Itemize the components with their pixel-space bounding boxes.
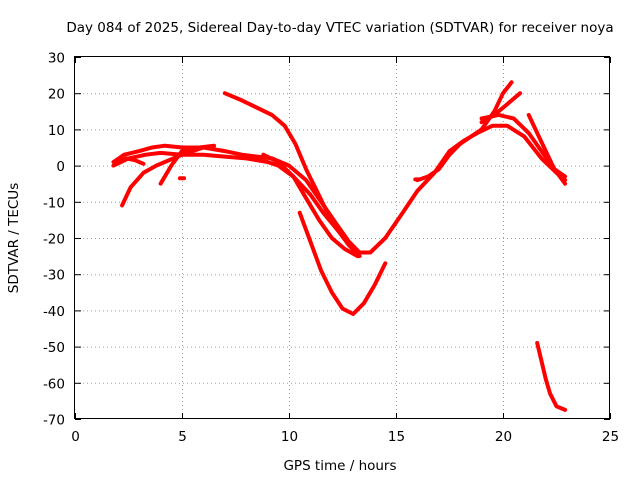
- y-tick-label: 30: [48, 51, 65, 67]
- x-tick-label: 25: [602, 429, 619, 445]
- plot-frame: [74, 56, 610, 419]
- series-track-2: [111, 150, 354, 248]
- series-track-4: [115, 156, 146, 166]
- y-tick-label: 10: [48, 123, 65, 139]
- y-tick-label: -10: [43, 195, 65, 211]
- x-axis-label: GPS time / hours: [283, 458, 396, 474]
- x-tick-label: 10: [281, 429, 298, 445]
- series-track-8: [297, 210, 388, 316]
- ticks: [75, 57, 611, 420]
- x-tick-labels: 0 5 10 15 20 25: [71, 429, 619, 445]
- series-track-9: [415, 80, 514, 183]
- x-tick-label: 0: [71, 429, 80, 445]
- x-tick-label: 5: [178, 429, 187, 445]
- x-tick-label: 15: [388, 429, 405, 445]
- series-track-13: [535, 341, 568, 412]
- series-track-6: [222, 91, 362, 259]
- x-tick-label: 20: [495, 429, 512, 445]
- y-tick-label: 0: [56, 159, 65, 175]
- y-tick-label: -60: [43, 376, 65, 392]
- chart-title: Day 084 of 2025, Sidereal Day-to-day VTE…: [66, 20, 613, 36]
- y-tick-label: -40: [43, 304, 65, 320]
- series-track-12: [526, 112, 568, 179]
- series-track-5: [158, 143, 217, 186]
- series-track-7: [261, 152, 360, 259]
- y-tick-label: -30: [43, 268, 65, 284]
- y-tick-label: -70: [43, 413, 65, 429]
- y-tick-label: -50: [43, 340, 65, 356]
- y-tick-labels: -70 -60 -50 -40 -30 -20 -10 0 10 20 30: [43, 51, 65, 429]
- series-track-3: [120, 145, 206, 208]
- series-layer: [111, 80, 568, 412]
- y-axis-label: SDTVAR / TECUs: [6, 183, 22, 293]
- y-tick-label: -20: [43, 232, 65, 248]
- y-tick-label: 20: [48, 87, 65, 103]
